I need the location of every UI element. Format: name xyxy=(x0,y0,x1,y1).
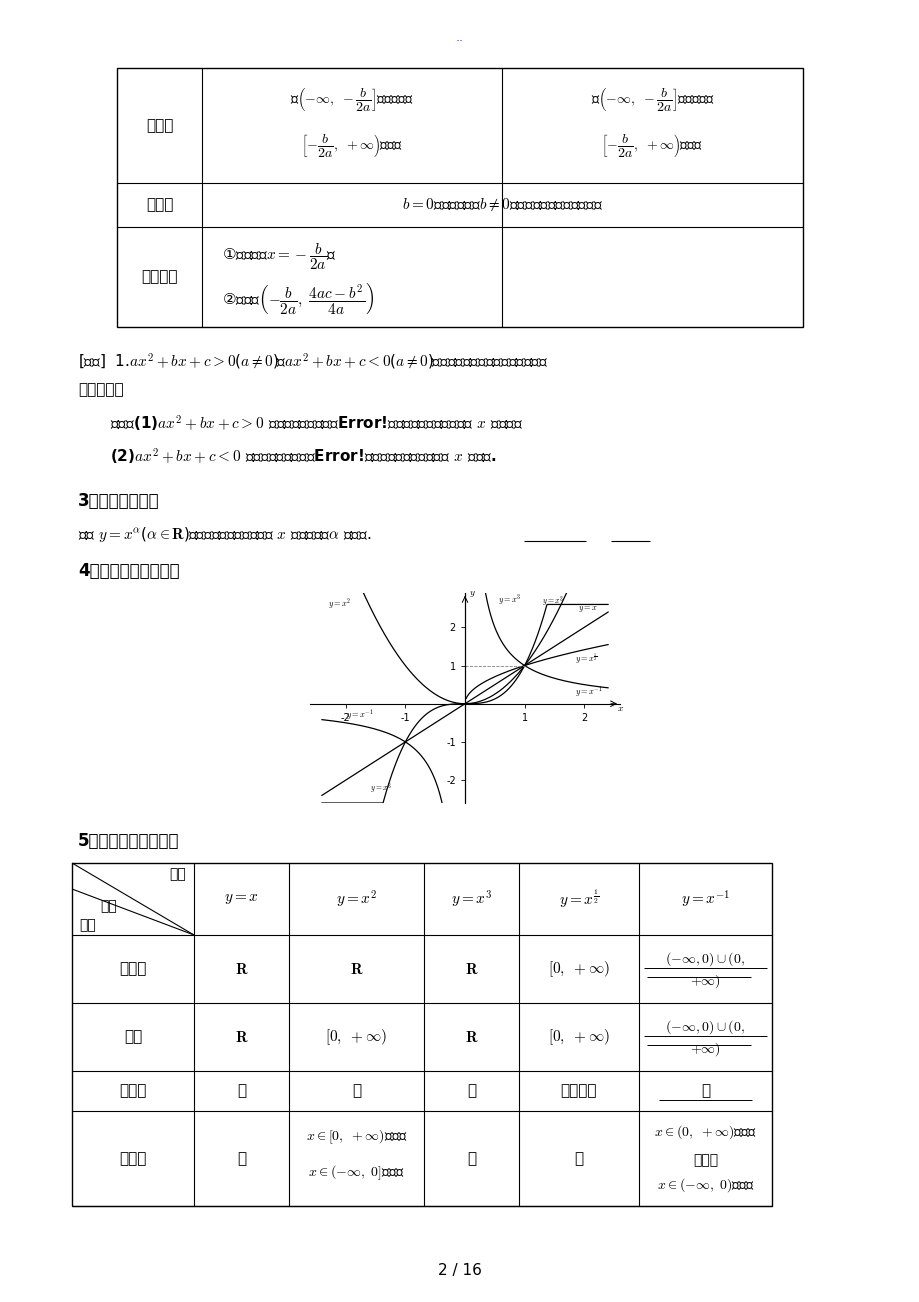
Text: 奇偶性: 奇偶性 xyxy=(119,1083,146,1099)
Bar xyxy=(72,863,771,1206)
Text: 奇: 奇 xyxy=(467,1083,475,1099)
Text: $x\in(-\infty,\ 0)$时，减: $x\in(-\infty,\ 0)$时，减 xyxy=(656,1176,754,1194)
Text: $\mathbf{R}$: $\mathbf{R}$ xyxy=(464,961,478,976)
Text: $y=x^{\frac{1}{2}}$: $y=x^{\frac{1}{2}}$ xyxy=(574,651,597,665)
Text: 性质: 性质 xyxy=(79,918,96,932)
Text: ①对称轴：$x=-\dfrac{b}{2a}$；: ①对称轴：$x=-\dfrac{b}{2a}$； xyxy=(221,242,336,272)
Text: $[0,\ +\infty)$: $[0,\ +\infty)$ xyxy=(548,960,609,979)
Text: ②顶点：$\left(-\dfrac{b}{2a},\ \dfrac{4ac-b^2}{4a}\right)$: ②顶点：$\left(-\dfrac{b}{2a},\ \dfrac{4ac-b… xyxy=(221,281,374,316)
Text: 增: 增 xyxy=(573,1151,583,1167)
Text: $y=x^3$: $y=x^3$ xyxy=(542,595,563,609)
Text: 在$\left(-\infty,\ -\dfrac{b}{2a}\right]$上递增，在: 在$\left(-\infty,\ -\dfrac{b}{2a}\right]$… xyxy=(590,86,714,113)
Text: $x$: $x$ xyxy=(617,703,623,712)
Text: 函数: 函数 xyxy=(169,867,186,881)
Text: 增: 增 xyxy=(237,1151,245,1167)
Text: $\left[-\dfrac{b}{2a},\ +\infty\right)$上递增: $\left[-\dfrac{b}{2a},\ +\infty\right)$上… xyxy=(301,133,403,160)
Text: $\mathbf{R}$: $\mathbf{R}$ xyxy=(234,961,248,976)
Text: [探究]  1.$ax^2+bx+c>0$($a\neq0$)与$ax^2+bx+c<0$($a\neq0$)恒成立的条件分别是什么？其几何: [探究] 1.$ax^2+bx+c>0$($a\neq0$)与$ax^2+bx+… xyxy=(78,352,548,372)
Text: 定义域: 定义域 xyxy=(119,961,146,976)
Text: $[0,\ +\infty)$: $[0,\ +\infty)$ xyxy=(548,1027,609,1047)
Text: 时，减: 时，减 xyxy=(692,1154,718,1168)
Text: $y=x^2$: $y=x^2$ xyxy=(327,596,351,611)
Text: 奇偶性: 奇偶性 xyxy=(145,198,173,212)
Text: $y=x^{-1}$: $y=x^{-1}$ xyxy=(574,684,603,699)
Text: 特征: 特征 xyxy=(100,898,117,913)
Text: 值域: 值域 xyxy=(124,1030,142,1044)
Text: $x\in(-\infty,\ 0]$时，减: $x\in(-\infty,\ 0]$时，减 xyxy=(308,1164,404,1182)
Text: 偶: 偶 xyxy=(352,1083,360,1099)
Text: $x\in[0,\ +\infty)$时，增: $x\in[0,\ +\infty)$时，增 xyxy=(305,1129,407,1146)
Text: $y=x^{-1}$: $y=x^{-1}$ xyxy=(346,707,373,721)
Text: $y=x^{\frac{1}{2}}$: $y=x^{\frac{1}{2}}$ xyxy=(558,888,598,910)
Text: 2 / 16: 2 / 16 xyxy=(437,1263,482,1277)
Text: $(-\infty,0)\cup(0,$: $(-\infty,0)\cup(0,$ xyxy=(664,1018,744,1035)
Text: 奇: 奇 xyxy=(700,1083,709,1099)
Text: $[0,\ +\infty)$: $[0,\ +\infty)$ xyxy=(325,1027,387,1047)
Text: $\mathbf{R}$: $\mathbf{R}$ xyxy=(464,1030,478,1044)
Text: $y=x$: $y=x$ xyxy=(224,892,258,906)
Text: $y$: $y$ xyxy=(469,589,475,599)
Text: $y=x^3$: $y=x^3$ xyxy=(497,592,521,607)
Text: $y=x^2$: $y=x^2$ xyxy=(335,888,377,910)
Text: $b=0$时为偶函数，$b\neq0$既不是奇函数也不是偶函数: $b=0$时为偶函数，$b\neq0$既不是奇函数也不是偶函数 xyxy=(402,197,602,214)
Text: $(-\infty,0)\cup(0,$: $(-\infty,0)\cup(0,$ xyxy=(664,950,744,967)
Text: 4．五种幂函数的图象: 4．五种幂函数的图象 xyxy=(78,562,179,579)
Text: 非奇非偶: 非奇非偶 xyxy=(561,1083,596,1099)
Text: 形如 $y=x^{\alpha}$($\alpha\in\mathbf{R}$)的函数称为幂函数，其中 $x$ 是自变量，$\alpha$ 为常数.: 形如 $y=x^{\alpha}$($\alpha\in\mathbf{R}$)… xyxy=(78,525,371,543)
Text: $y=x$: $y=x$ xyxy=(578,604,597,615)
Text: 5．五种幂函数的性质: 5．五种幂函数的性质 xyxy=(78,832,179,850)
Bar xyxy=(117,68,802,327)
Text: (2)$ax^2+bx+c<0$ 恒成立的充要条件是Error!其几何意义是抛物线恒在 $x$ 轴下方.: (2)$ax^2+bx+c<0$ 恒成立的充要条件是Error!其几何意义是抛物… xyxy=(110,447,496,467)
Text: 单调性: 单调性 xyxy=(119,1151,146,1167)
Text: $y=x^3$: $y=x^3$ xyxy=(450,888,492,910)
Text: 3．幂函数的定义: 3．幂函数的定义 xyxy=(78,492,160,510)
Text: $+\infty)$: $+\infty)$ xyxy=(689,1040,720,1057)
Text: $x\in(0,\ +\infty)$时，减: $x\in(0,\ +\infty)$时，减 xyxy=(653,1124,756,1141)
Text: 提示：(1)$ax^2+bx+c>0$ 恒成立的充要条件是Error!其几何意义是抛物线恒在 $x$ 轴上方；: 提示：(1)$ax^2+bx+c>0$ 恒成立的充要条件是Error!其几何意义… xyxy=(110,414,523,434)
Text: 图象特点: 图象特点 xyxy=(142,270,177,285)
Text: 奇: 奇 xyxy=(237,1083,245,1099)
Text: ··: ·· xyxy=(456,35,463,48)
Text: $+\infty)$: $+\infty)$ xyxy=(689,973,720,990)
Text: 意义如何？: 意义如何？ xyxy=(78,383,123,397)
Text: $\mathbf{R}$: $\mathbf{R}$ xyxy=(234,1030,248,1044)
Text: 在$\left(-\infty,\ -\dfrac{b}{2a}\right]$上递减，在: 在$\left(-\infty,\ -\dfrac{b}{2a}\right]$… xyxy=(289,86,414,113)
Text: $y=x^3$: $y=x^3$ xyxy=(369,781,391,797)
Text: 单调性: 单调性 xyxy=(145,118,173,133)
Text: $\left[-\dfrac{b}{2a},\ +\infty\right)$上递减: $\left[-\dfrac{b}{2a},\ +\infty\right)$上… xyxy=(601,133,703,160)
Text: $y=x^{-1}$: $y=x^{-1}$ xyxy=(680,888,730,910)
Text: 增: 增 xyxy=(467,1151,475,1167)
Text: $\mathbf{R}$: $\mathbf{R}$ xyxy=(349,961,363,976)
